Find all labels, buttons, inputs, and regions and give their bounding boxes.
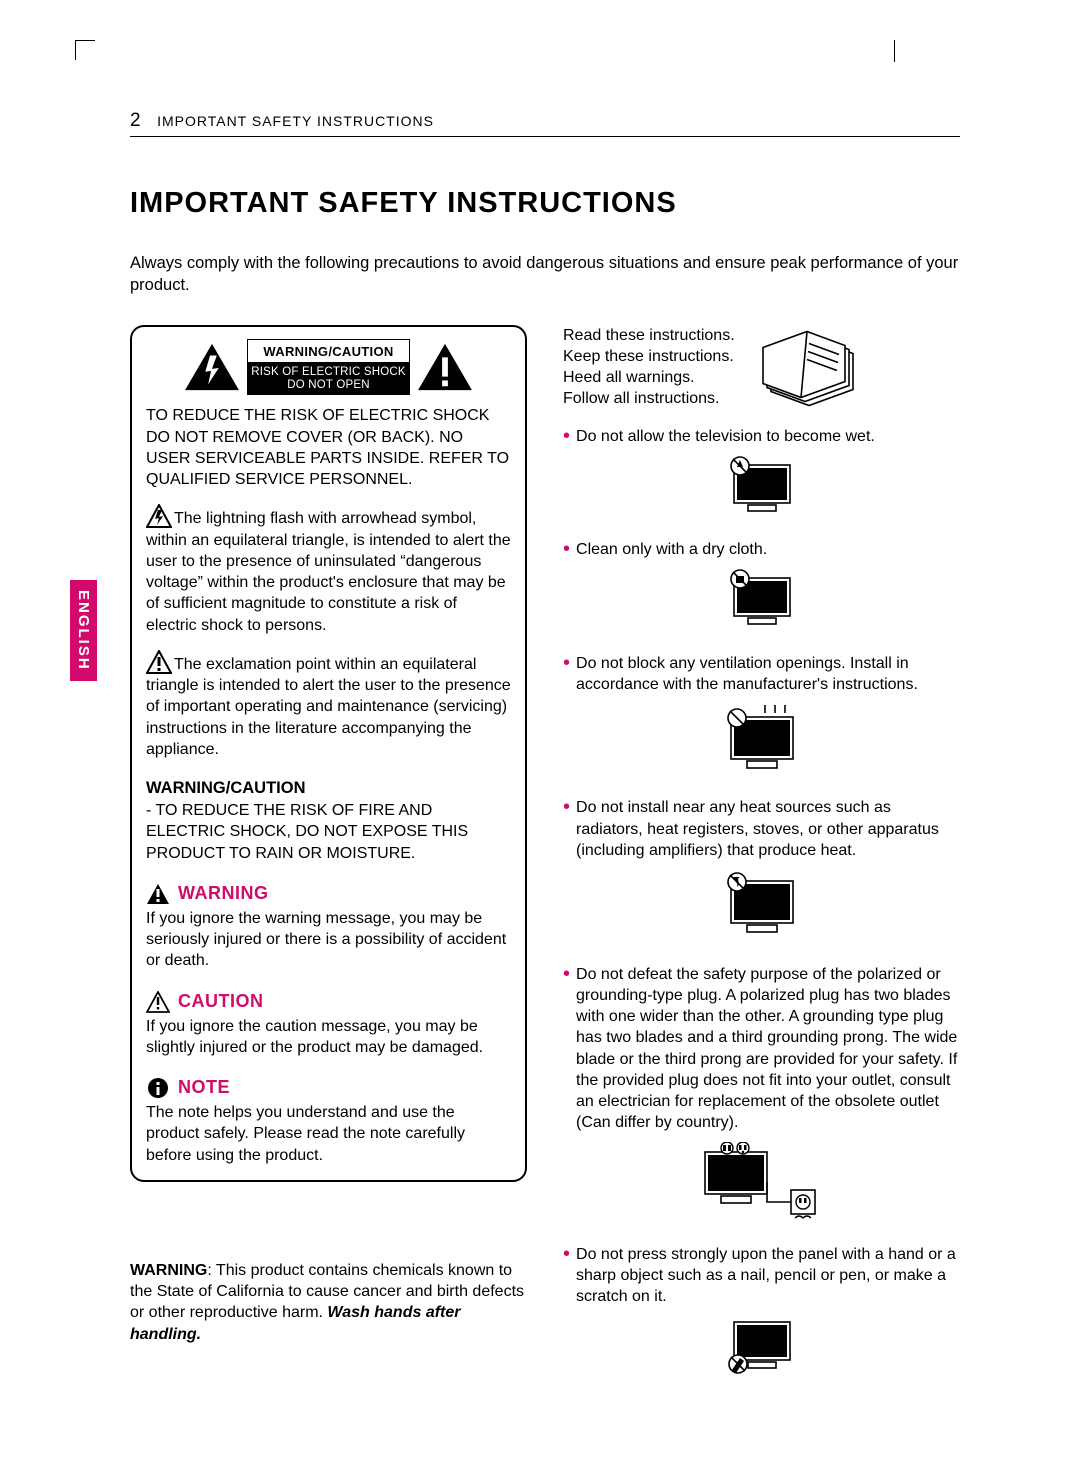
intro-line: Follow all instructions. [563,388,735,409]
caution-heading: CAUTION [146,990,511,1014]
read-instructions-lines: Read these instructions. Keep these inst… [563,325,735,410]
bullet-text: Do not block any ventilation openings. I… [576,653,960,696]
exclaim-small-icon [146,650,172,674]
read-instructions-block: Read these instructions. Keep these inst… [563,325,960,410]
crop-mark-tl [75,40,95,60]
header-breadcrumb: IMPORTANT SAFETY INSTRUCTIONS [157,113,434,129]
tv-wet-figure [563,455,960,523]
warning-label: WARNING [178,882,269,906]
bullet-dot-icon: • [563,653,570,696]
note-label: NOTE [178,1076,230,1100]
lightning-triangle-icon [183,342,241,392]
lightning-small-icon [146,504,172,528]
tv-vent-figure [563,703,960,781]
bullet-text: Do not press strongly upon the panel wit… [576,1244,960,1308]
bullet-dot-icon: • [563,797,570,861]
tv-scratch-figure [563,1316,960,1384]
lightning-symbol-text: The lightning flash with arrowhead symbo… [146,504,511,636]
bullet-item: • Do not defeat the safety purpose of th… [563,964,960,1134]
wc-body: - TO REDUCE THE RISK OF FIRE AND ELECTRI… [146,800,511,864]
bullet-item: • Clean only with a dry cloth. [563,539,960,560]
exclaim-triangle-icon [416,342,474,392]
warning-caution-box: WARNING/CAUTION RISK OF ELECTRIC SHOCK D… [130,325,527,1182]
bullet-dot-icon: • [563,426,570,447]
manual-book-icon [753,325,863,410]
intro-line: Keep these instructions. [563,346,735,367]
caution-label: CAUTION [178,990,264,1014]
note-heading: NOTE [146,1076,511,1100]
warning-heading: WARNING [146,882,511,906]
bullet-item: • Do not press strongly upon the panel w… [563,1244,960,1308]
tv-plug-figure [563,1142,960,1228]
warning-text: If you ignore the warning message, you m… [146,908,511,972]
intro-line: Heed all warnings. [563,367,735,388]
intro-line: Read these instructions. [563,325,735,346]
bullet-dot-icon: • [563,1244,570,1308]
wc-subheading: WARNING/CAUTION [146,778,511,800]
risk-line2: DO NOT OPEN [287,379,370,391]
page-content: ENGLISH 2 IMPORTANT SAFETY INSTRUCTIONS … [130,110,960,1384]
note-circle-icon [146,1077,170,1099]
tv-cloth-figure [563,568,960,636]
lightning-desc: The lightning flash with arrowhead symbo… [146,510,511,633]
bullet-text: Do not allow the television to become we… [576,426,875,447]
risk-shock-label: RISK OF ELECTRIC SHOCK DO NOT OPEN [247,363,410,395]
bullet-item: • Do not block any ventilation openings.… [563,653,960,696]
tv-heat-figure [563,869,960,947]
chem-lead: WARNING [130,1262,207,1279]
language-tab: ENGLISH [70,580,97,681]
no-remove-cover-text: TO REDUCE THE RISK OF ELECTRIC SHOCK DO … [146,405,511,490]
bullet-dot-icon: • [563,539,570,560]
page-header: 2 IMPORTANT SAFETY INSTRUCTIONS [130,110,960,137]
caution-text: If you ignore the caution message, you m… [146,1016,511,1059]
exclaim-desc: The exclamation point within an equilate… [146,656,511,758]
page-number: 2 [130,110,141,132]
intro-paragraph: Always comply with the following precaut… [130,252,960,297]
exclaim-symbol-text: The exclamation point within an equilate… [146,650,511,760]
warning-filled-icon [146,883,170,905]
bullet-dot-icon: • [563,964,570,1134]
bullet-item: • Do not install near any heat sources s… [563,797,960,861]
left-column: WARNING/CAUTION RISK OF ELECTRIC SHOCK D… [130,325,527,1384]
note-text: The note helps you understand and use th… [146,1102,511,1166]
bullet-item: • Do not allow the television to become … [563,426,960,447]
crop-mark-tr [894,40,895,62]
right-column: Read these instructions. Keep these inst… [563,325,960,1384]
bullet-text: Do not defeat the safety purpose of the … [576,964,960,1134]
caution-outline-icon [146,991,170,1013]
prop65-warning: WARNING: This product contains chemicals… [130,1260,527,1345]
bullet-text: Do not install near any heat sources suc… [576,797,960,861]
warning-caution-label: WARNING/CAUTION [247,339,410,363]
bullet-text: Clean only with a dry cloth. [576,539,767,560]
warning-box-header: WARNING/CAUTION RISK OF ELECTRIC SHOCK D… [146,339,511,396]
risk-line1: RISK OF ELECTRIC SHOCK [251,366,406,378]
page-title: IMPORTANT SAFETY INSTRUCTIONS [130,187,960,220]
